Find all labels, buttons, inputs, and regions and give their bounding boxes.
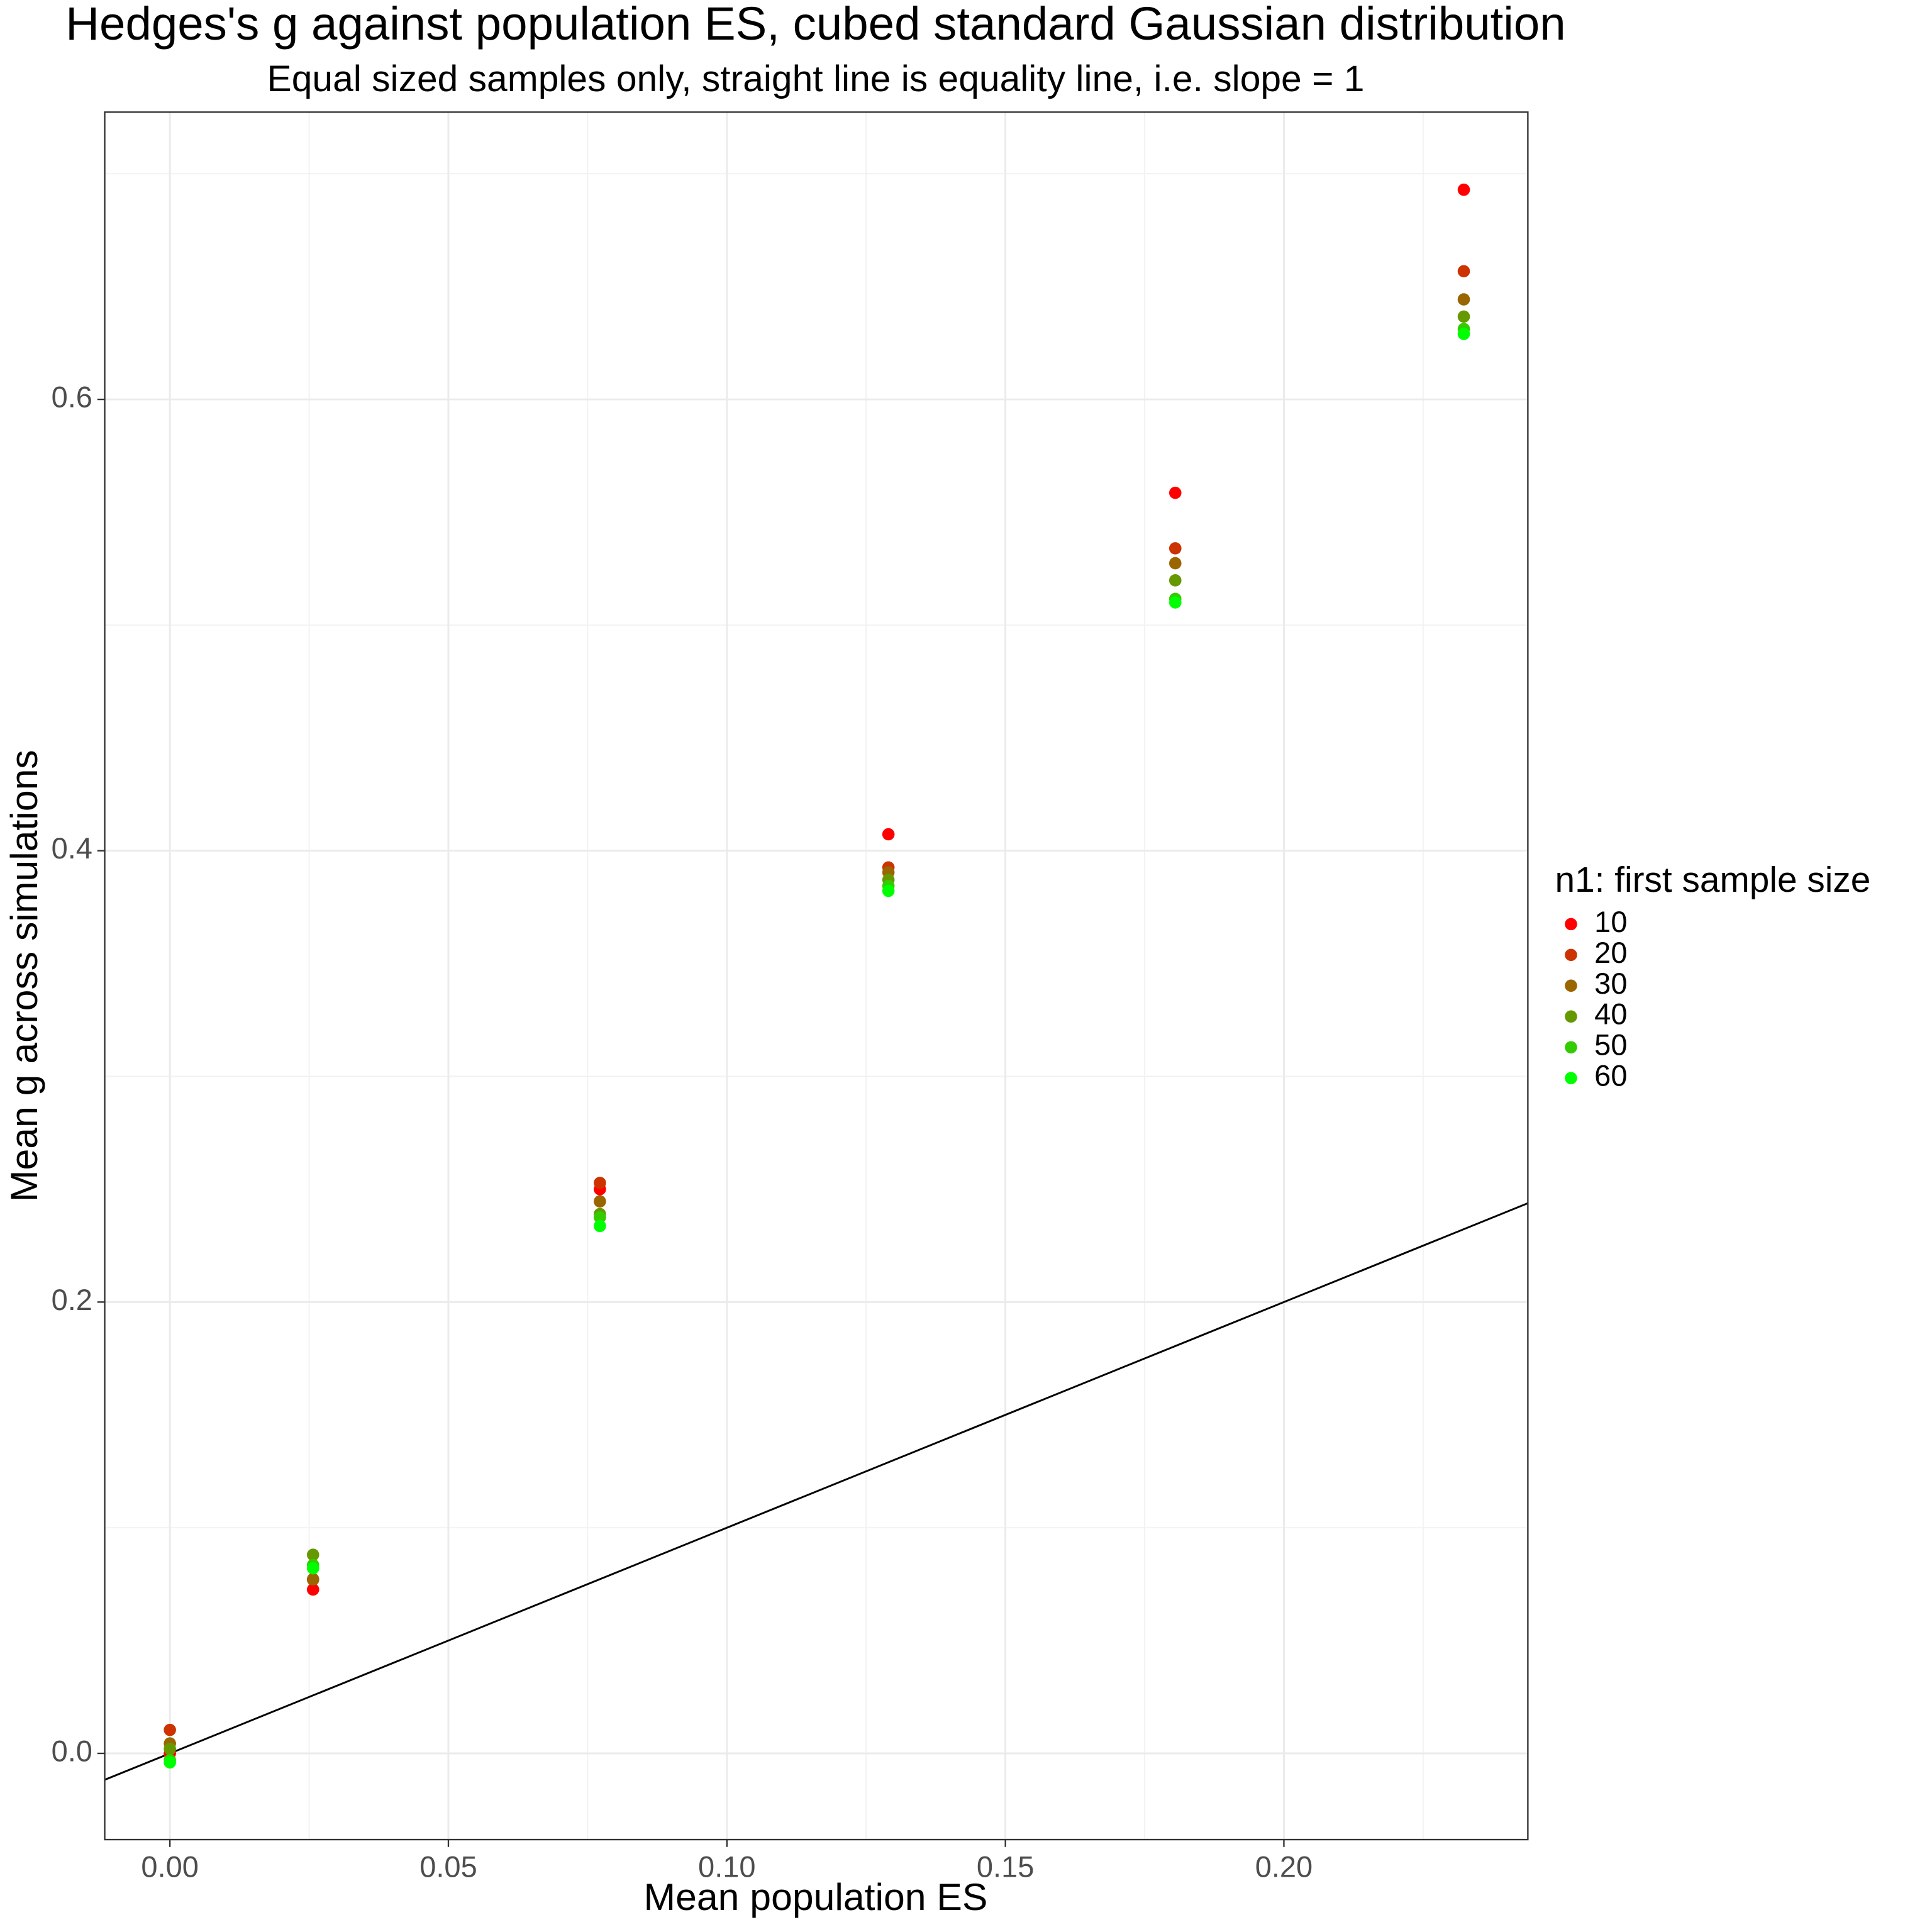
legend-title: n1: first sample size <box>1555 860 1870 900</box>
y-tick-label: 0.6 <box>52 380 92 413</box>
legend-marker <box>1565 1010 1577 1023</box>
point <box>1457 293 1470 306</box>
point <box>594 1177 606 1189</box>
point <box>1169 596 1182 609</box>
y-tick-label: 0.2 <box>52 1283 92 1316</box>
point <box>1169 557 1182 570</box>
y-tick-label: 0.0 <box>52 1734 92 1767</box>
legend-marker <box>1565 1041 1577 1054</box>
equality-line <box>104 1202 1528 1781</box>
plot-border <box>104 111 1529 1841</box>
x-tick-label: 0.00 <box>141 1850 199 1884</box>
y-axis-title: Mean g across simulations <box>3 750 45 1202</box>
point <box>1169 542 1182 555</box>
legend-label: 10 <box>1594 905 1627 938</box>
legend-marker <box>1565 1072 1577 1085</box>
point <box>164 1743 176 1755</box>
point <box>306 1562 319 1575</box>
legend-marker <box>1565 979 1577 992</box>
point <box>1457 310 1470 323</box>
x-tick-label: 0.10 <box>698 1850 756 1884</box>
legend-marker <box>1565 948 1577 962</box>
point <box>164 1756 176 1769</box>
point <box>306 1583 319 1596</box>
point <box>882 828 895 841</box>
x-axis-title: Mean population ES <box>644 1875 988 1918</box>
legend-marker <box>1565 918 1577 931</box>
x-tick-label: 0.15 <box>977 1850 1035 1884</box>
y-tick-label: 0.4 <box>52 831 92 865</box>
legend-label: 60 <box>1594 1059 1627 1092</box>
x-tick-label: 0.20 <box>1255 1850 1313 1884</box>
legend-label: 50 <box>1594 1028 1627 1062</box>
point <box>1457 265 1470 278</box>
legend-label: 40 <box>1594 997 1627 1031</box>
legend-label: 30 <box>1594 967 1627 1000</box>
point <box>594 1195 606 1208</box>
x-tick-label: 0.05 <box>419 1850 477 1884</box>
point <box>594 1219 606 1233</box>
chart-subtitle: Equal sized samples only, straight line … <box>267 58 1365 99</box>
point <box>1457 183 1470 196</box>
point <box>1169 574 1182 587</box>
point <box>164 1723 176 1736</box>
point <box>306 1548 319 1562</box>
point <box>306 1573 319 1585</box>
point <box>594 1211 606 1224</box>
point <box>1169 486 1182 499</box>
legend-label: 20 <box>1594 936 1627 969</box>
point <box>882 884 895 897</box>
point <box>1457 328 1470 340</box>
chart-title: Hedges's g against population ES, cubed … <box>65 0 1565 50</box>
